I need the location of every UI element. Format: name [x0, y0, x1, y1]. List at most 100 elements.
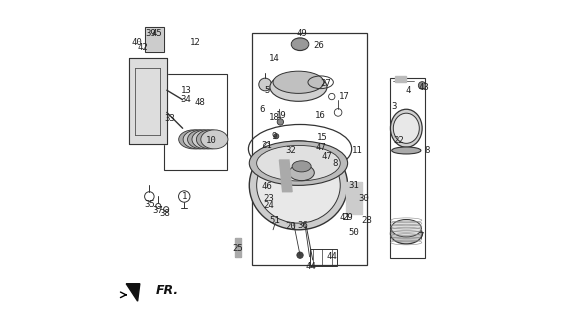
Ellipse shape	[201, 130, 228, 149]
Text: 35: 35	[144, 200, 155, 209]
Ellipse shape	[257, 148, 340, 223]
Text: FR.: FR.	[156, 284, 179, 297]
Bar	[235, 238, 241, 257]
Text: 34: 34	[180, 95, 191, 104]
Polygon shape	[346, 182, 362, 214]
Ellipse shape	[289, 165, 314, 180]
Text: 26: 26	[314, 41, 324, 50]
Circle shape	[277, 119, 284, 125]
Text: 37: 37	[152, 206, 162, 215]
Ellipse shape	[270, 73, 327, 101]
Bar	[310, 249, 337, 266]
Ellipse shape	[291, 38, 309, 51]
Text: 41: 41	[339, 212, 350, 222]
Circle shape	[268, 191, 273, 196]
Ellipse shape	[392, 147, 421, 154]
Circle shape	[268, 199, 273, 204]
Bar	[346, 182, 362, 214]
Ellipse shape	[257, 145, 340, 181]
Text: 40: 40	[132, 38, 142, 47]
Text: 18: 18	[269, 113, 280, 122]
Ellipse shape	[284, 76, 316, 89]
Text: 45: 45	[152, 28, 162, 38]
Polygon shape	[235, 238, 241, 257]
Ellipse shape	[292, 39, 308, 49]
Ellipse shape	[391, 220, 422, 237]
Text: 11: 11	[352, 146, 362, 155]
Text: 6: 6	[259, 105, 265, 114]
Text: 8: 8	[424, 146, 429, 155]
Bar	[391, 77, 425, 258]
Circle shape	[279, 85, 287, 92]
Text: 7: 7	[418, 232, 423, 241]
Text: 10: 10	[206, 136, 216, 146]
Text: 16: 16	[315, 111, 326, 120]
Text: 17: 17	[339, 92, 350, 101]
Text: 15: 15	[317, 133, 328, 142]
Ellipse shape	[192, 130, 220, 149]
Polygon shape	[395, 76, 406, 82]
Text: 25: 25	[233, 244, 243, 253]
Polygon shape	[144, 27, 164, 52]
Ellipse shape	[196, 130, 224, 149]
Text: 21: 21	[261, 141, 272, 150]
Text: 27: 27	[320, 79, 331, 88]
Text: 48: 48	[195, 99, 206, 108]
Text: 28: 28	[361, 216, 372, 225]
Text: 44: 44	[327, 252, 337, 261]
Text: 38: 38	[160, 209, 171, 219]
Text: 1: 1	[182, 192, 187, 201]
Text: 8: 8	[332, 159, 338, 168]
Text: 19: 19	[275, 111, 287, 120]
Polygon shape	[126, 284, 140, 301]
Text: 14: 14	[269, 54, 280, 63]
Ellipse shape	[393, 113, 419, 143]
Polygon shape	[129, 59, 167, 144]
Ellipse shape	[292, 161, 311, 172]
Text: 46: 46	[262, 182, 273, 191]
Ellipse shape	[183, 130, 212, 149]
Text: 42: 42	[138, 43, 148, 52]
Ellipse shape	[250, 141, 348, 185]
Text: 9: 9	[272, 132, 277, 141]
Text: 39: 39	[146, 28, 156, 38]
Text: 23: 23	[263, 194, 274, 203]
Text: 30: 30	[358, 194, 369, 203]
Circle shape	[274, 134, 279, 139]
Text: 31: 31	[348, 181, 359, 190]
Ellipse shape	[188, 130, 216, 149]
Ellipse shape	[391, 109, 422, 147]
Ellipse shape	[391, 223, 422, 244]
Text: 47: 47	[315, 143, 326, 152]
Text: 13: 13	[180, 86, 191, 95]
Text: 29: 29	[342, 212, 353, 222]
Text: 49: 49	[297, 28, 307, 38]
Text: 22: 22	[393, 136, 404, 146]
Text: 4: 4	[405, 86, 411, 95]
Text: 47: 47	[321, 152, 332, 161]
Text: 50: 50	[348, 228, 359, 237]
Polygon shape	[279, 160, 292, 192]
Text: 43: 43	[418, 83, 429, 92]
Ellipse shape	[281, 74, 319, 91]
Circle shape	[297, 252, 303, 258]
Text: 12: 12	[190, 38, 201, 47]
Text: 36: 36	[298, 220, 309, 229]
Circle shape	[418, 82, 426, 89]
Circle shape	[259, 78, 271, 91]
Circle shape	[404, 126, 409, 131]
Text: 33: 33	[165, 114, 175, 123]
Ellipse shape	[273, 71, 324, 93]
Text: 20: 20	[285, 222, 296, 231]
Text: 44: 44	[306, 262, 316, 271]
Text: 24: 24	[263, 202, 274, 211]
Bar	[164, 74, 227, 170]
Text: 51: 51	[269, 216, 280, 225]
Ellipse shape	[179, 130, 209, 149]
Text: 5: 5	[264, 86, 269, 95]
Text: 32: 32	[285, 146, 296, 155]
Ellipse shape	[250, 141, 348, 230]
Bar	[252, 33, 366, 265]
Bar	[144, 27, 164, 52]
Text: 3: 3	[391, 101, 396, 111]
